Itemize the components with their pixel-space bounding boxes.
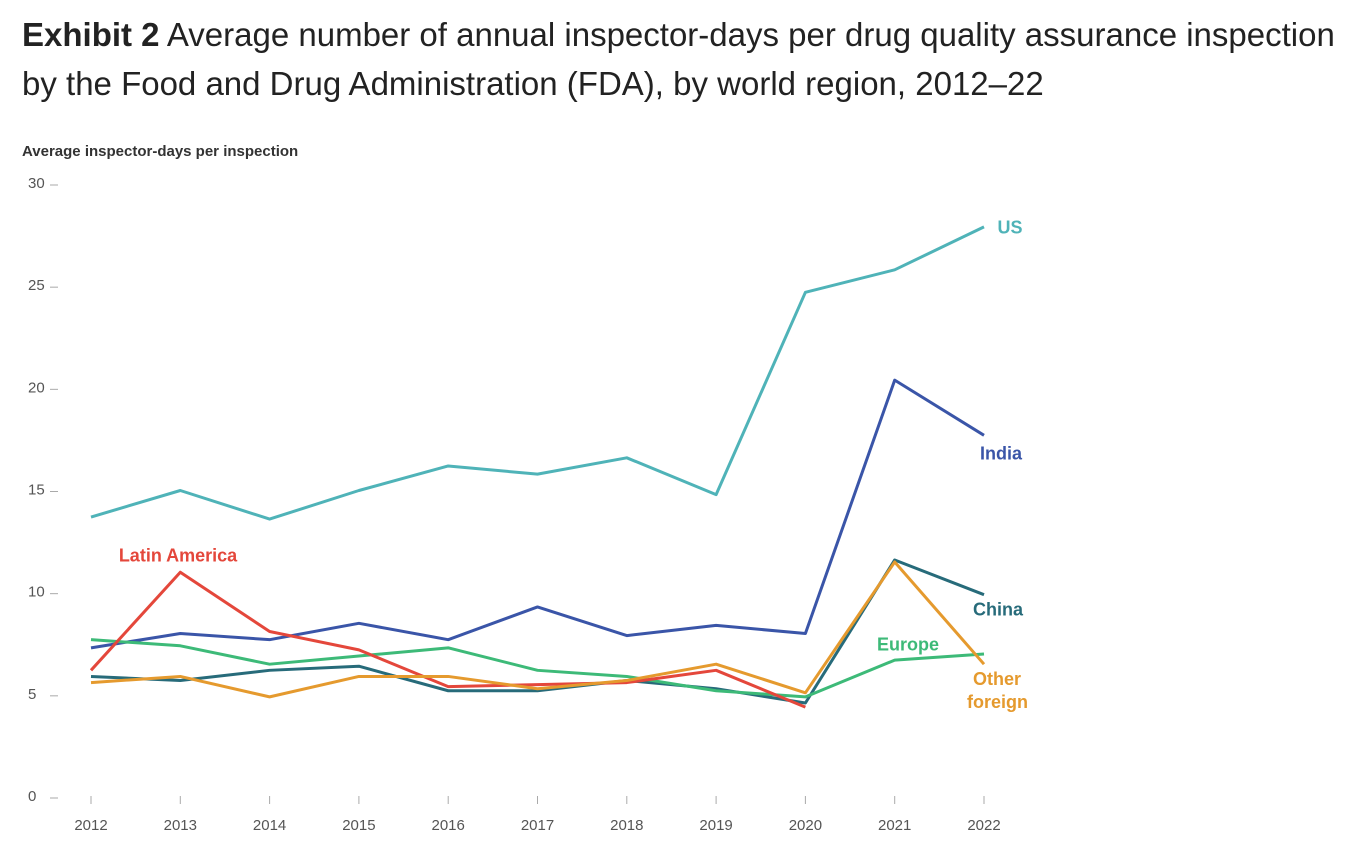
series-line [90, 558, 985, 705]
series-label: India [979, 443, 1022, 464]
x-tick-label: 2022 [967, 817, 1000, 834]
x-tick-label: 2014 [253, 817, 286, 834]
x-tick-label: 2012 [74, 817, 107, 834]
exhibit-label: Exhibit 2 [22, 16, 160, 53]
series-label: China [972, 599, 1023, 620]
series-line [90, 560, 986, 699]
chart-title: Average number of annual inspector-days … [22, 16, 1335, 102]
series-line [90, 638, 985, 699]
series-line [90, 225, 985, 521]
y-tick-label: 25 [28, 277, 45, 294]
x-tick-label: 2018 [610, 817, 643, 834]
x-tick-label: 2016 [432, 817, 465, 834]
y-tick-label: 20 [28, 379, 45, 396]
series-label: Latin America [118, 545, 238, 566]
series-line [90, 378, 985, 650]
series-line [89, 570, 806, 709]
x-tick-label: 2013 [164, 817, 197, 834]
x-tick-label: 2019 [699, 817, 732, 834]
x-tick-label: 2020 [789, 817, 822, 834]
y-tick-label: 0 [28, 788, 36, 805]
y-tick-label: 5 [28, 686, 36, 703]
series-label: Europe [876, 634, 939, 655]
x-tick-label: 2021 [878, 817, 911, 834]
title-block: Exhibit 2 Average number of annual inspe… [22, 10, 1342, 108]
x-tick-label: 2015 [342, 817, 375, 834]
y-tick-label: 30 [28, 175, 45, 192]
x-tick-label: 2017 [521, 817, 554, 834]
y-tick-label: 15 [28, 481, 45, 498]
y-axis-label: Average inspector-days per inspection [22, 143, 298, 160]
series-label: US [997, 217, 1023, 238]
y-tick-label: 10 [28, 584, 45, 601]
series-label: Other foreign [967, 669, 1028, 712]
